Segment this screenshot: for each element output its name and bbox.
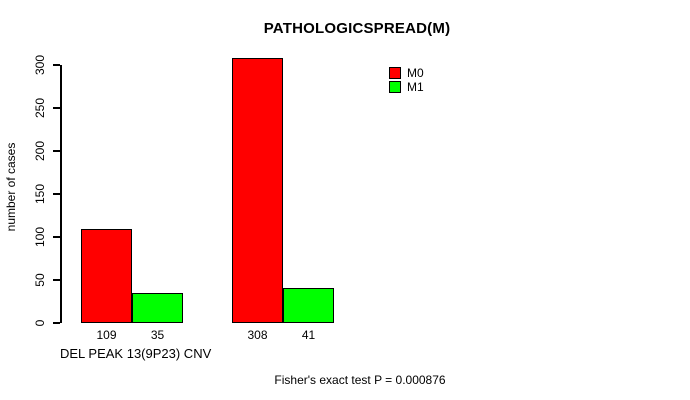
legend: M0 M1 [389,66,424,94]
y-tick-mark [53,150,60,152]
y-tick-label: 150 [33,183,47,205]
y-tick-mark [53,279,60,281]
legend-label: M0 [407,66,424,80]
footnote: Fisher's exact test P = 0.000876 [274,373,446,387]
bar-M0-group2 [232,58,283,323]
y-tick-label: 250 [33,97,47,119]
y-tick-label: 100 [33,226,47,248]
bar-M0-group1 [81,229,132,323]
y-axis-label: number of cases [4,142,18,232]
y-tick-mark [53,107,60,109]
y-tick-label: 0 [33,319,47,327]
x-axis-label: DEL PEAK 13(9P23) CNV [60,346,212,361]
bar-value-label: 41 [301,328,316,342]
y-tick-label: 50 [33,273,47,287]
y-tick-label: 300 [33,54,47,76]
y-tick-mark [53,322,60,324]
bar-value-label: 109 [96,328,117,342]
bar-value-label: 35 [150,328,165,342]
y-tick-mark [53,64,60,66]
y-axis-line [60,65,62,323]
bar-M1-group2 [283,287,334,323]
legend-item-M0: M0 [389,66,424,80]
bar-M1-group1 [132,292,183,323]
chart-title: PATHOLOGICSPREAD(M) [263,20,451,37]
y-tick-label: 200 [33,140,47,162]
legend-label: M1 [407,80,424,94]
legend-swatch-M0 [389,67,401,79]
legend-item-M1: M1 [389,80,424,94]
bar-value-label: 308 [247,328,268,342]
y-tick-mark [53,193,60,195]
y-tick-mark [53,236,60,238]
legend-swatch-M1 [389,81,401,93]
